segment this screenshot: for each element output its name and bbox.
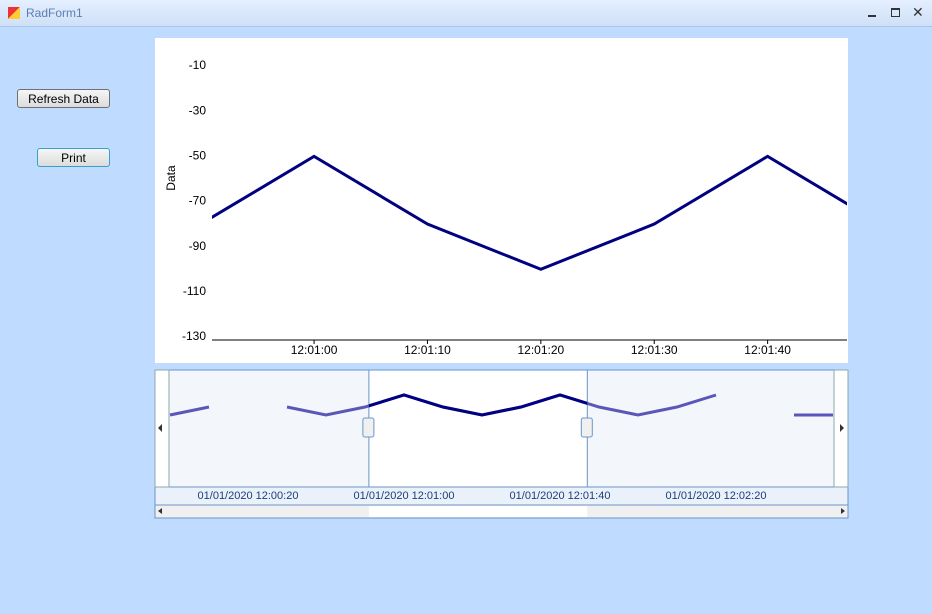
selection-handle[interactable] — [362, 417, 375, 438]
app-icon — [8, 7, 20, 19]
navigator-label: 01/01/2020 12:00:20 — [198, 490, 299, 502]
selection-handle[interactable] — [580, 417, 593, 438]
y-axis-label: Data — [164, 165, 178, 191]
x-tick-label: 12:01:40 — [744, 343, 791, 357]
print-button[interactable]: Print — [37, 148, 110, 167]
navigator-label: 01/01/2020 12:02:20 — [666, 490, 767, 502]
navigator-selected-line — [368, 393, 588, 417]
minimize-button[interactable] — [868, 15, 876, 17]
refresh-button[interactable]: Refresh Data — [17, 89, 110, 108]
y-tick-label: -110 — [183, 284, 206, 298]
scroll-thumb — [368, 506, 588, 517]
navigator-label: 01/01/2020 12:01:00 — [354, 490, 455, 502]
x-tick-label: 12:01:20 — [517, 343, 564, 357]
window-title: RadForm1 — [26, 6, 83, 20]
y-tick-label: -30 — [189, 103, 207, 117]
plot-background — [155, 38, 848, 363]
x-tick-label: 12:01:30 — [631, 343, 678, 357]
y-tick-label: -90 — [189, 239, 207, 253]
x-tick-label: 12:01:10 — [404, 343, 451, 357]
series-line — [212, 154, 847, 271]
maximize-button[interactable] — [891, 8, 900, 17]
y-tick-label: -50 — [189, 148, 207, 162]
arrow-icon — [840, 424, 844, 432]
arrow-icon — [158, 424, 162, 432]
title-bar: RadForm1 ✕ — [0, 0, 932, 27]
close-button[interactable]: ✕ — [912, 4, 924, 20]
y-tick-label: -10 — [189, 58, 207, 72]
x-tick-label: 12:01:00 — [291, 343, 338, 357]
selection-window — [368, 369, 588, 488]
y-tick-label: -70 — [189, 194, 207, 208]
y-tick-label: -130 — [182, 329, 206, 343]
navigator-label: 01/01/2020 12:01:40 — [510, 490, 611, 502]
